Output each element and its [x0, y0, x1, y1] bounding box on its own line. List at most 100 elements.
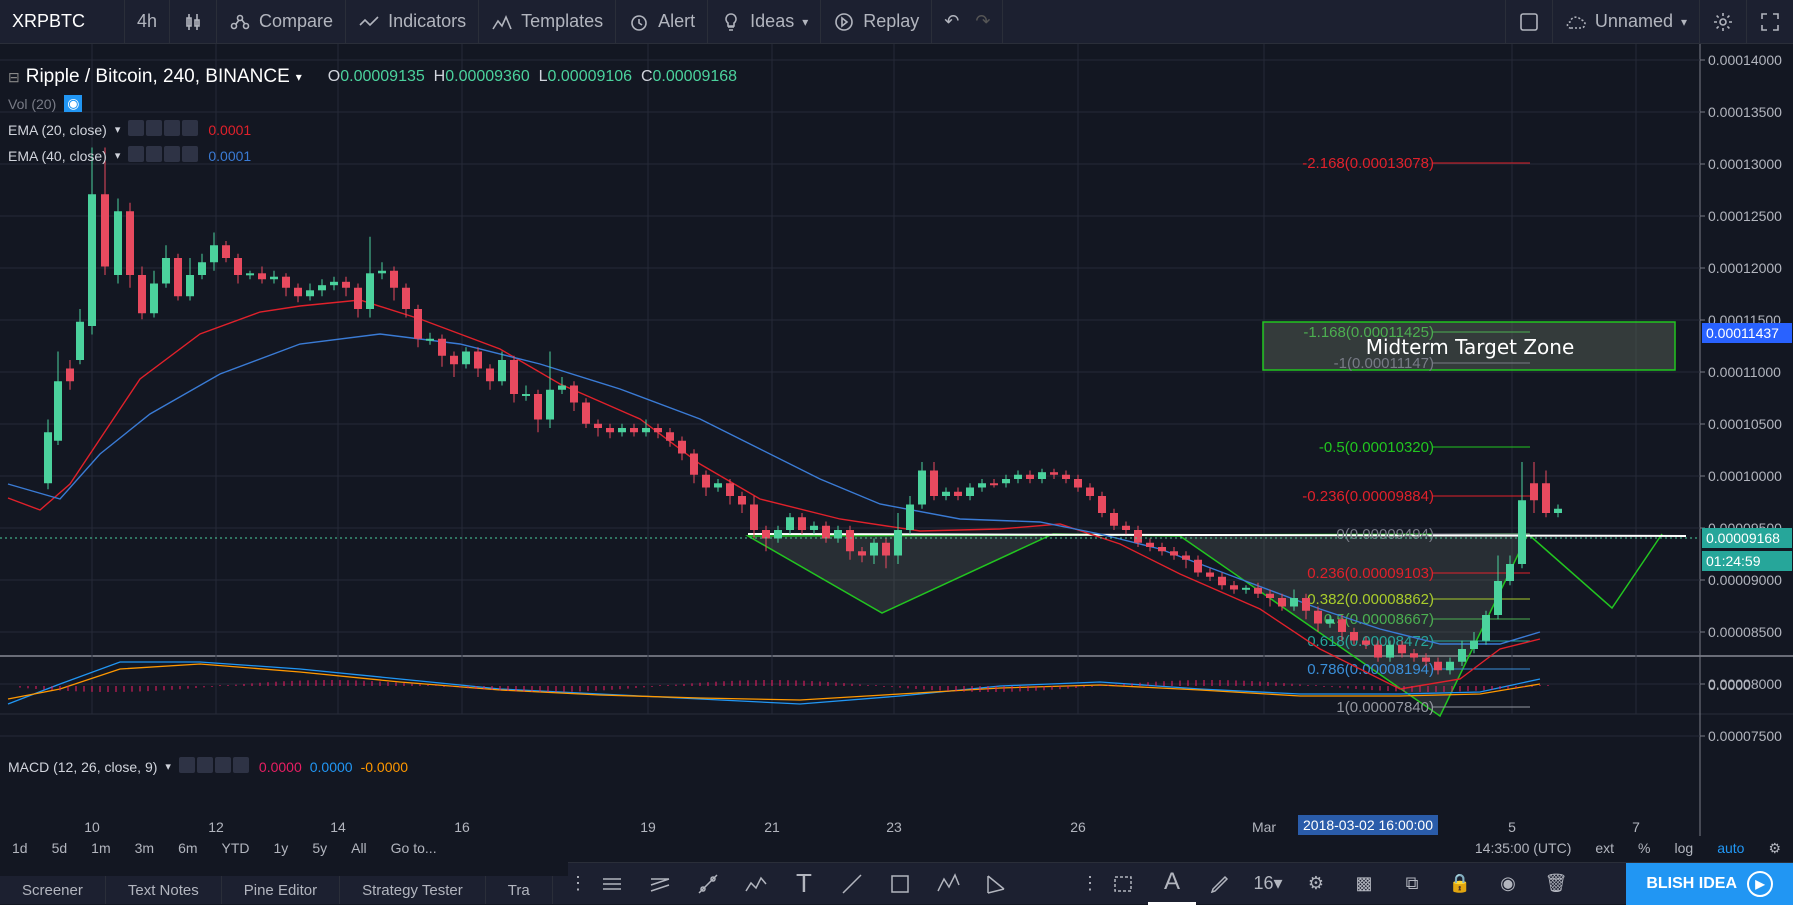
chevron-down-icon[interactable]: ▾	[165, 761, 171, 773]
clone-icon[interactable]: ⧉	[1405, 873, 1419, 893]
alert-button[interactable]: Alert	[616, 0, 709, 44]
ema20-indicator[interactable]: EMA (20, close) ▾ 0.0001	[8, 120, 251, 139]
indicators-button[interactable]: Indicators	[346, 0, 480, 44]
font-size-value: 16	[1253, 873, 1274, 893]
projection-tool-icon[interactable]	[972, 863, 1020, 905]
ext-toggle[interactable]: ext	[1595, 840, 1615, 856]
rectangle-tool-icon[interactable]	[876, 863, 924, 905]
fullscreen-layout-button[interactable]	[1504, 0, 1553, 44]
select-area-icon[interactable]	[1100, 863, 1148, 905]
pitchfork-tool-icon[interactable]	[636, 863, 684, 905]
drag-handle-icon[interactable]: ⋮	[1081, 873, 1099, 893]
candle-body	[402, 287, 410, 309]
trash-icon[interactable]: 🗑	[1544, 873, 1568, 893]
range-ytd[interactable]: YTD	[221, 840, 250, 856]
ideas-button[interactable]: Ideas ▾	[708, 0, 822, 44]
candle-body	[1506, 564, 1514, 581]
candle-body	[1182, 555, 1190, 560]
range-5d[interactable]: 5d	[51, 840, 68, 856]
log-toggle[interactable]: log	[1674, 840, 1694, 856]
candle-body	[1314, 610, 1322, 624]
tab-text-notes[interactable]: Text Notes	[106, 876, 222, 904]
volume-indicator[interactable]: Vol (20) ◉	[8, 95, 83, 112]
chevron-down-icon[interactable]: ▾	[114, 150, 121, 162]
candle-body	[474, 351, 482, 369]
trendline-tool-icon[interactable]	[684, 863, 732, 905]
fib-level-label: -2.168(0.00013078)	[1302, 155, 1434, 172]
template-icon[interactable]: ▩	[1355, 873, 1373, 893]
range-1y[interactable]: 1y	[273, 840, 289, 856]
chart-area[interactable]: 0.00014000 0.00013500 0.00013000 0.00012500…	[0, 44, 1793, 836]
eye-icon[interactable]: ◉	[1500, 873, 1516, 893]
indicator-controls[interactable]	[128, 146, 200, 165]
tab-trading-panel[interactable]: Tra	[486, 876, 553, 904]
candle-body	[642, 428, 650, 433]
templates-button[interactable]: Templates	[479, 0, 617, 44]
chevron-down-icon[interactable]: ▾	[295, 70, 302, 84]
publish-idea-button[interactable]: BLISH IDEA ▶	[1626, 862, 1793, 905]
legend-collapse-icon[interactable]: ⊟	[8, 68, 20, 85]
chevron-down-icon[interactable]: ▾	[114, 124, 121, 136]
lines-tool-icon[interactable]	[588, 863, 636, 905]
layout-name-button[interactable]: Unnamed ▾	[1553, 0, 1700, 44]
settings-button[interactable]	[1700, 0, 1747, 44]
tab-pine-editor[interactable]: Pine Editor	[222, 876, 341, 904]
lock-icon[interactable]: 🔒	[1448, 873, 1472, 893]
symbol-search[interactable]: XRPBTC	[0, 0, 125, 44]
fullscreen-button[interactable]	[1747, 0, 1793, 44]
candle-body	[714, 483, 722, 488]
bar-style-button[interactable]	[170, 0, 218, 44]
range-5y[interactable]: 5y	[312, 840, 328, 856]
eye-icon[interactable]: ◉	[64, 95, 83, 112]
range-6m[interactable]: 6m	[178, 840, 198, 856]
candle-body	[246, 273, 254, 276]
tab-screener[interactable]: Screener	[0, 876, 106, 904]
goto-button[interactable]: Go to...	[390, 840, 437, 856]
candle-body	[1410, 653, 1418, 658]
interval-selector[interactable]: 4h	[125, 0, 171, 44]
candle-body	[1446, 661, 1454, 671]
elliott-wave-tool-icon[interactable]	[732, 863, 780, 905]
candle-body	[1458, 649, 1466, 662]
abcd-pattern-tool-icon[interactable]	[924, 863, 972, 905]
range-1d[interactable]: 1d	[12, 840, 28, 856]
utc-clock[interactable]: 14:35:00 (UTC)	[1474, 840, 1572, 856]
compare-button[interactable]: Compare	[217, 0, 347, 44]
auto-toggle[interactable]: auto	[1717, 840, 1745, 856]
fib-level-label: 1(0.00007840)	[1336, 699, 1434, 716]
last-price-tag-box	[1702, 528, 1792, 548]
range-all[interactable]: All	[351, 840, 367, 856]
macd-indicator[interactable]: MACD (12, 26, close, 9) ▾ 0.0000 0.0000 …	[8, 757, 408, 776]
candle-body	[1350, 632, 1358, 641]
price-chart[interactable]: 0.00014000 0.00013500 0.00013000 0.00012500…	[0, 44, 1793, 836]
indicator-controls[interactable]	[128, 120, 200, 139]
replay-button[interactable]: Replay	[821, 0, 933, 44]
range-1m[interactable]: 1m	[91, 840, 111, 856]
candle-body	[174, 258, 182, 297]
pencil-icon[interactable]	[1196, 863, 1244, 905]
indicator-controls[interactable]	[178, 757, 251, 776]
tab-strategy-tester[interactable]: Strategy Tester	[340, 876, 486, 904]
candle-body	[1074, 479, 1082, 488]
ray-tool-icon[interactable]	[828, 863, 876, 905]
gear-icon[interactable]: ⚙	[1768, 839, 1781, 856]
candle-body	[1422, 657, 1430, 662]
undo-icon[interactable]: ↶	[944, 11, 960, 31]
text-color-icon[interactable]: A	[1148, 863, 1196, 905]
font-size-select[interactable]: 16 ▾	[1253, 873, 1283, 893]
ema40-indicator[interactable]: EMA (40, close) ▾ 0.0001	[8, 146, 251, 165]
redo-icon[interactable]: ↷	[975, 11, 991, 31]
expand-icon	[1761, 12, 1779, 31]
time-tick-label: 23	[886, 819, 902, 835]
candle-body	[1386, 644, 1394, 658]
percent-toggle[interactable]: %	[1638, 840, 1651, 856]
drag-handle-icon[interactable]: ⋮	[569, 873, 587, 893]
legend-title[interactable]: Ripple / Bitcoin, 240, BINANCE	[25, 66, 290, 87]
text-tool-icon[interactable]: T	[796, 868, 812, 898]
candle-body	[66, 368, 74, 382]
gear-icon[interactable]: ⚙	[1307, 873, 1325, 893]
open-value: 0.00009135	[340, 68, 425, 85]
range-3m[interactable]: 3m	[134, 840, 155, 856]
candle-body	[1266, 593, 1274, 598]
macd-value-3: -0.0000	[360, 758, 409, 775]
